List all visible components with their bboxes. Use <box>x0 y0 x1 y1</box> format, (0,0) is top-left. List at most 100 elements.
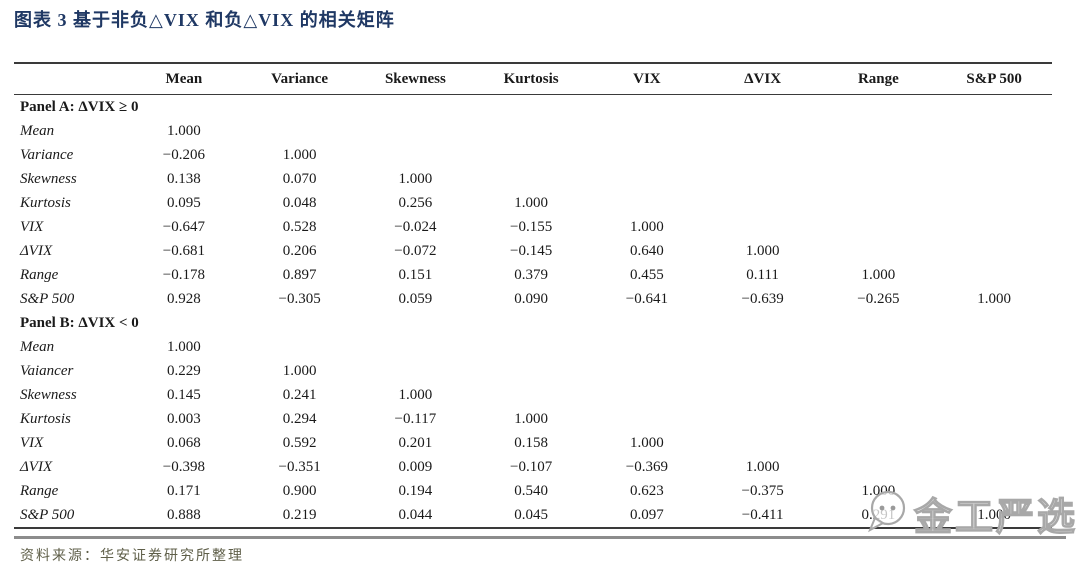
row-label: Mean <box>20 122 55 139</box>
value-cell: 0.256 <box>398 194 433 211</box>
value-cell: 0.095 <box>167 194 201 211</box>
value-cell: 1.000 <box>977 506 1011 523</box>
table-row: Kurtosis 0.003 0.294 −0.117 1.000 <box>14 407 1052 431</box>
value-cell: −0.178 <box>162 266 205 283</box>
figure-title: 图表 3 基于非负△VIX 和负△VIX 的相关矩阵 <box>14 10 395 30</box>
value-cell: 0.592 <box>282 434 317 451</box>
table-header-row: Mean Variance Skewness Kurtosis VIX ΔVIX Range… <box>14 64 1052 95</box>
value-cell: −0.117 <box>394 410 437 427</box>
value-cell: 0.158 <box>514 434 548 451</box>
column-header: VIX <box>633 70 661 87</box>
value-cell: −0.072 <box>394 242 437 259</box>
value-cell: 1.000 <box>630 218 664 235</box>
value-cell: 0.640 <box>630 242 664 259</box>
value-cell: 0.928 <box>167 290 201 307</box>
column-header: Mean <box>165 70 203 87</box>
correlation-table: Mean Variance Skewness Kurtosis VIX ΔVIX Range… <box>14 62 1052 529</box>
value-cell: 0.241 <box>282 386 317 403</box>
value-cell: 0.219 <box>282 506 317 523</box>
value-cell: 0.623 <box>630 482 664 499</box>
table-row: Mean 1.000 <box>14 335 1052 359</box>
row-label: S&P 500 <box>20 506 75 523</box>
row-label: Kurtosis <box>20 194 71 211</box>
table-row: S&P 500 0.888 0.219 0.044 0.045 0.097 −0.411 0.… <box>14 503 1052 527</box>
value-cell: 1.000 <box>167 122 201 139</box>
value-cell: 1.000 <box>861 482 896 499</box>
value-cell: 1.000 <box>398 170 433 187</box>
table-row: Kurtosis 0.095 0.048 0.256 1.000 <box>14 191 1052 215</box>
row-label: S&P 500 <box>20 290 75 307</box>
row-label: VIX <box>20 218 44 235</box>
value-cell: −0.398 <box>162 458 205 475</box>
row-label: Variance <box>20 146 74 163</box>
row-label: Skewness <box>20 386 77 403</box>
value-cell: 0.528 <box>282 218 317 235</box>
value-cell: 0.455 <box>630 266 664 283</box>
table-row: Range −0.178 0.897 0.151 0.379 0.455 0.111 1.00… <box>14 263 1052 287</box>
value-cell: 0.111 <box>746 266 779 283</box>
value-cell: 0.045 <box>514 506 548 523</box>
value-cell: −0.375 <box>741 482 784 499</box>
table-row: Variance −0.206 1.000 <box>14 143 1052 167</box>
row-label: Skewness <box>20 170 77 187</box>
value-cell: 1.000 <box>630 434 664 451</box>
value-cell: 0.194 <box>398 482 433 499</box>
value-cell: 0.229 <box>167 362 201 379</box>
value-cell: −0.681 <box>162 242 205 259</box>
value-cell: 0.138 <box>167 170 201 187</box>
table-row: Skewness 0.145 0.241 1.000 <box>14 383 1052 407</box>
value-cell: −0.155 <box>510 218 553 235</box>
value-cell: 0.888 <box>167 506 201 523</box>
value-cell: 1.000 <box>514 410 548 427</box>
value-cell: 0.145 <box>167 386 201 403</box>
value-cell: 0.070 <box>282 170 317 187</box>
value-cell: 0.068 <box>167 434 201 451</box>
value-cell: 0.048 <box>282 194 317 211</box>
source-note: 资料来源：华安证券研究所整理 <box>20 549 244 564</box>
value-cell: −0.265 <box>857 290 900 307</box>
value-cell: 1.000 <box>282 146 317 163</box>
value-cell: 1.000 <box>861 266 896 283</box>
value-cell: 0.171 <box>167 482 201 499</box>
value-cell: 0.151 <box>398 266 433 283</box>
value-cell: −0.107 <box>510 458 553 475</box>
column-header: Kurtosis <box>503 70 559 87</box>
table-row: S&P 500 0.928 −0.305 0.059 0.090 −0.641 −0.639… <box>14 287 1052 311</box>
value-cell: 0.291 <box>861 506 896 523</box>
row-label: Range <box>20 266 59 283</box>
value-cell: 1.000 <box>745 458 780 475</box>
table-row: Skewness 0.138 0.070 1.000 <box>14 167 1052 191</box>
value-cell: −0.145 <box>510 242 553 259</box>
row-label: Kurtosis <box>20 410 71 427</box>
value-cell: 0.044 <box>398 506 433 523</box>
value-cell: −0.206 <box>162 146 205 163</box>
value-cell: 1.000 <box>977 290 1011 307</box>
value-cell: 1.000 <box>745 242 780 259</box>
value-cell: 0.897 <box>282 266 317 283</box>
table-row: ΔVIX −0.398 −0.351 0.009 −0.107 −0.369 1.000 <box>14 455 1052 479</box>
value-cell: 0.540 <box>514 482 548 499</box>
value-cell: 0.003 <box>167 410 201 427</box>
table-row: Vaiancer 0.229 1.000 <box>14 359 1052 383</box>
panel-label-row: Panel A: ΔVIX ≥ 0 <box>14 95 1052 119</box>
value-cell: 1.000 <box>282 362 317 379</box>
value-cell: 0.059 <box>398 290 433 307</box>
table-row: Range 0.171 0.900 0.194 0.540 0.623 −0.375 1.00… <box>14 479 1052 503</box>
value-cell: 1.000 <box>167 338 201 355</box>
column-header: ΔVIX <box>744 70 782 87</box>
column-header: S&P 500 <box>966 70 1022 87</box>
panel-label: Panel A: ΔVIX ≥ 0 <box>20 98 139 115</box>
row-label: Range <box>20 482 59 499</box>
table-row: ΔVIX −0.681 0.206 −0.072 −0.145 0.640 1.000 <box>14 239 1052 263</box>
panel-label: Panel B: ΔVIX < 0 <box>20 314 139 331</box>
value-cell: −0.305 <box>278 290 321 307</box>
value-cell: 0.206 <box>282 242 317 259</box>
value-cell: −0.024 <box>394 218 437 235</box>
table-row: VIX 0.068 0.592 0.201 0.158 1.000 <box>14 431 1052 455</box>
value-cell: −0.641 <box>625 290 668 307</box>
row-label: ΔVIX <box>20 458 53 475</box>
value-cell: 1.000 <box>514 194 548 211</box>
value-cell: 0.090 <box>514 290 548 307</box>
panel-label-row: Panel B: ΔVIX < 0 <box>14 311 1052 335</box>
column-header: Variance <box>271 70 329 87</box>
